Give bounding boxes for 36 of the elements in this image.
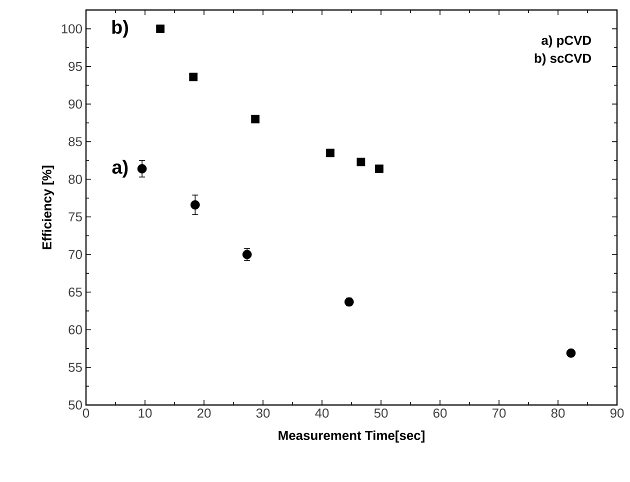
point [190,200,200,210]
point [251,114,260,124]
point [156,24,165,33]
y-tick-label: 75 [68,212,82,222]
y-tick-label: 90 [68,99,82,109]
y-tick-label: 65 [68,288,82,297]
y-tick-label: 70 [68,250,82,260]
x-tick-label: 50 [374,408,388,418]
y-tick-label: 95 [68,62,82,72]
x-tick-label: 10 [138,408,152,418]
annotation: b) scCVD [534,53,592,66]
x-tick-label: 80 [551,408,565,418]
x-tick-label: 90 [610,408,624,418]
y-tick-label: 60 [68,325,82,334]
y-tick-label: 50 [68,400,82,410]
point [375,164,384,173]
x-axis-title: Measurement Time[sec] [278,430,424,443]
y-tick-label: 55 [68,362,82,372]
x-tick-label: 0 [82,408,90,418]
y-tick-label: 80 [68,174,82,184]
point [356,158,366,166]
point [137,164,147,174]
x-tick-label: 40 [315,408,329,418]
x-tick-label: 70 [492,408,506,418]
point [326,148,334,158]
legend-label: b) [112,20,128,38]
y-axis-title: Efficiency [%] [42,166,54,250]
x-tick-label: 60 [433,408,447,418]
y-tick-label: 100 [62,24,82,34]
x-tick-label: 20 [197,408,211,418]
legend-label: a) [112,160,128,178]
y-tick-label: 85 [68,137,82,146]
annotation: a) pCVD [542,35,592,48]
point [566,348,576,358]
point [189,72,198,82]
x-tick-label: 30 [256,408,270,418]
